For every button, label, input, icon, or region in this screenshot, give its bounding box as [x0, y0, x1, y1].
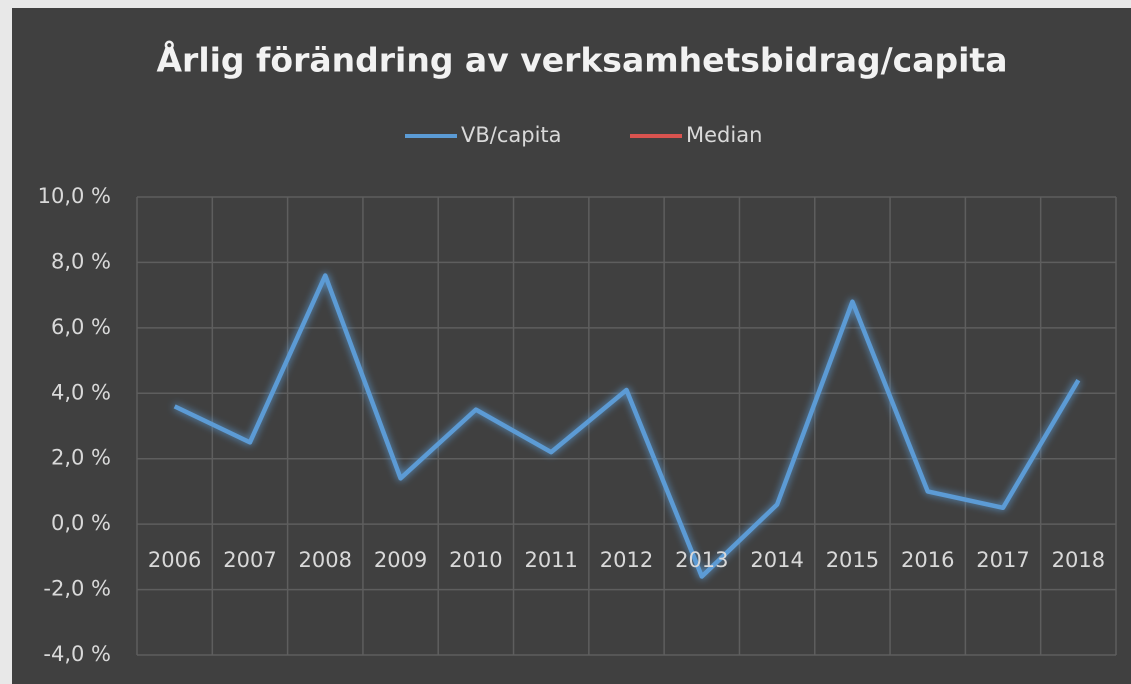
y-tick-label: 0,0 % [51, 511, 111, 535]
x-tick-label: 2008 [299, 548, 352, 572]
x-tick-label: 2007 [223, 548, 276, 572]
y-tick-label: -2,0 % [43, 577, 111, 601]
series-line [173, 273, 1081, 579]
x-tick-label: 2014 [750, 548, 803, 572]
x-tick-label: 2013 [675, 548, 728, 572]
x-tick-label: 2015 [826, 548, 879, 572]
y-tick-label: 10,0 % [38, 184, 111, 208]
y-tick-label: -4,0 % [43, 642, 111, 666]
y-tick-label: 4,0 % [51, 380, 111, 404]
x-tick-label: 2009 [374, 548, 427, 572]
chart-area [12, 8, 1131, 684]
x-tick-label: 2017 [976, 548, 1029, 572]
x-tick-label: 2018 [1052, 548, 1105, 572]
x-tick-label: 2016 [901, 548, 954, 572]
chart-title: Årlig förändring av verksamhetsbidrag/ca… [157, 40, 1008, 80]
x-tick-label: 2012 [600, 548, 653, 572]
legend-label: VB/capita [461, 123, 562, 147]
legend-label: Median [686, 123, 762, 147]
y-tick-label: 2,0 % [51, 446, 111, 470]
y-tick-label: 8,0 % [51, 249, 111, 273]
x-tick-label: 2011 [524, 548, 577, 572]
x-tick-label: 2010 [449, 548, 502, 572]
x-tick-label: 2006 [148, 548, 201, 572]
y-tick-label: 6,0 % [51, 315, 111, 339]
